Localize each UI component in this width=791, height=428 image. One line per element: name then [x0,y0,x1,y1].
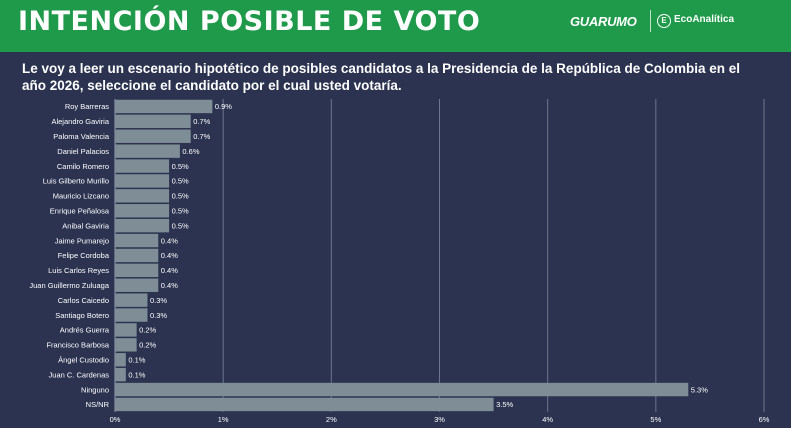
bar [115,189,170,203]
data-label: 0.5% [172,221,189,230]
data-label: 0.3% [150,296,167,305]
bar [115,159,170,173]
category-label: Enrique Peñalosa [50,206,110,215]
data-label: 3.5% [496,400,513,409]
bar [115,397,494,412]
x-tick-label: 2% [326,415,337,424]
bar [115,248,159,263]
data-label: 0.1% [128,370,145,379]
data-label: 0.5% [172,177,189,186]
data-label: 0.6% [182,147,199,156]
x-tick-label: 3% [434,415,445,424]
bar [115,263,159,278]
category-label: Luis Carlos Reyes [48,266,109,275]
category-label: Jaime Pumarejo [55,236,109,245]
bar [115,293,148,307]
bar [115,218,170,233]
category-label: Felipe Cordoba [58,251,110,260]
bar [115,323,137,337]
data-label: 0.7% [193,117,210,126]
bar [115,353,126,367]
bar [115,308,148,322]
x-tick-label: 0% [110,415,121,424]
category-label: Daniel Palacios [57,147,109,156]
data-label: 0.2% [139,341,156,350]
category-label: Paloma Valencia [53,132,110,141]
x-tick-label: 6% [759,415,770,424]
category-label: Carlos Caicedo [58,296,109,305]
bar [115,99,213,114]
data-label: 0.4% [161,251,178,260]
category-label: Juan Guillermo Zuluaga [29,281,109,290]
data-label: 0.1% [128,355,145,364]
category-label: Juan C. Cardenas [49,370,110,379]
data-label: 0.9% [215,102,232,111]
category-label: Anibal Gaviria [62,221,110,230]
data-label: 0.4% [161,266,178,275]
data-label: 0.7% [193,132,210,141]
category-label: Andrés Guerra [60,326,110,335]
bar [115,338,137,352]
data-label: 0.5% [172,206,189,215]
category-label: Camilo Romero [57,162,109,171]
bar [115,204,170,218]
guarumo-logo: GUARUMO [570,14,637,29]
bar [115,129,191,143]
bar [115,382,689,397]
category-label: Ángel Custodio [58,355,109,364]
ecoanalitica-logo-icon: E [657,14,671,28]
data-label: 0.3% [150,311,167,320]
header-bar: INTENCIÓN POSIBLE DE VOTO GUARUMO E EcoA… [0,0,791,52]
data-label: 0.5% [172,192,189,201]
page-title: INTENCIÓN POSIBLE DE VOTO [18,6,481,37]
category-label: NS/NR [86,400,110,409]
x-tick-label: 5% [650,415,661,424]
x-tick-label: 1% [218,415,229,424]
category-label: Ninguno [81,385,109,394]
category-label: Santiago Botero [55,311,109,320]
bar [115,174,170,188]
bar [115,114,191,129]
bar [115,367,126,382]
data-label: 5.3% [691,385,708,394]
bar [115,233,159,248]
ecoanalitica-logo: EcoAnalítica [674,14,735,25]
survey-question: Le voy a leer un escenario hipotético de… [22,61,740,93]
bar [115,144,180,158]
data-label: 0.2% [139,326,156,335]
data-label: 0.4% [161,281,178,290]
bar [115,278,159,292]
category-label: Luis Gilberto Murillo [43,177,109,186]
category-label: Francisco Barbosa [46,341,109,350]
x-tick-label: 4% [542,415,553,424]
category-label: Roy Barreras [65,102,109,111]
category-label: Mauricio Lizcano [53,192,109,201]
brand-divider [650,10,651,32]
data-label: 0.4% [161,236,178,245]
data-label: 0.5% [172,162,189,171]
category-label: Alejandro Gaviria [51,117,109,126]
